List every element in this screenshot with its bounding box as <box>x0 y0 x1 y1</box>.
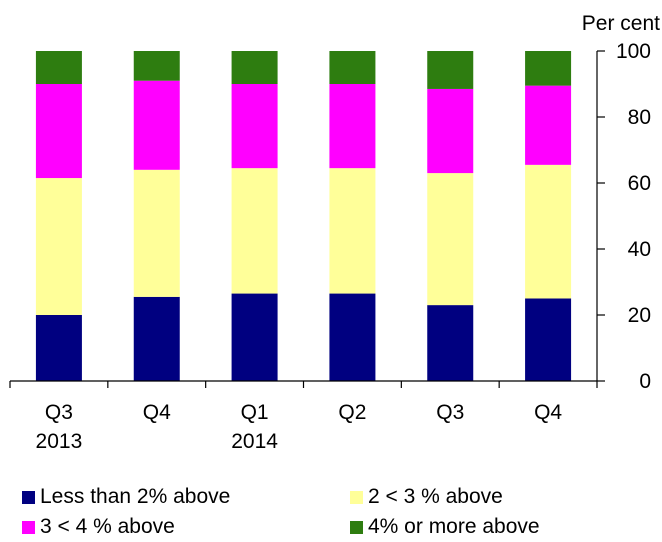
bar-segment-4 <box>329 51 376 84</box>
legend-swatch-3-to-4 <box>22 520 35 534</box>
bar-segment-4 <box>525 51 572 86</box>
y-axis-unit-label: Per cent <box>582 12 660 35</box>
bar-segment-1 <box>133 296 180 381</box>
y-axis: 0 20 40 60 80 100 <box>596 40 651 393</box>
bar-segment-2 <box>231 168 278 294</box>
legend: Less than 2% above 2 < 3 % above 3 < 4 %… <box>22 482 642 542</box>
bar-segment-2 <box>329 168 376 294</box>
bar-segment-4 <box>231 51 278 84</box>
stacked-bar-chart: Q3 2013 Q4 Q1 2014 Q2 Q3 Q4 0 20 40 60 80 100 Per ce… <box>9 12 660 453</box>
x-tick-label: Q3 <box>436 401 464 424</box>
legend-label-less-than-2: Less than 2% above <box>40 485 231 508</box>
x-tick-label: Q4 <box>534 401 562 424</box>
bar-segment-3 <box>133 80 180 170</box>
y-tick-label: 60 <box>628 172 651 195</box>
legend-item-4-or-more: 4% or more above <box>350 515 540 539</box>
legend-label-4-or-more: 4% or more above <box>368 515 540 538</box>
y-tick-label: 40 <box>628 238 651 261</box>
legend-label-2-to-3: 2 < 3 % above <box>368 485 503 508</box>
x-tick-label: Q3 <box>45 401 73 424</box>
bar-segment-1 <box>231 293 278 381</box>
x-tick-label: Q2 <box>338 401 366 424</box>
y-tick-label: 0 <box>639 370 651 393</box>
legend-item-less-than-2: Less than 2% above <box>22 485 350 509</box>
x-tick-label: Q4 <box>143 401 171 424</box>
legend-row: 3 < 4 % above 4% or more above <box>22 512 642 542</box>
bar-segment-1 <box>35 315 82 381</box>
bar-segment-4 <box>35 51 82 84</box>
legend-label-3-to-4: 3 < 4 % above <box>40 515 175 538</box>
legend-item-3-to-4: 3 < 4 % above <box>22 515 350 539</box>
bar-segment-2 <box>427 173 474 306</box>
y-tick-label: 80 <box>628 106 651 129</box>
legend-row: Less than 2% above 2 < 3 % above <box>22 482 642 512</box>
legend-swatch-less-than-2 <box>22 490 35 504</box>
legend-swatch-4-or-more <box>350 520 363 534</box>
legend-item-2-to-3: 2 < 3 % above <box>350 485 503 509</box>
bar-segment-3 <box>525 85 572 165</box>
legend-swatch-2-to-3 <box>350 490 363 504</box>
bar-segment-1 <box>525 298 572 381</box>
bar-segment-2 <box>133 169 180 297</box>
bar-segment-3 <box>329 84 376 169</box>
bar-segment-4 <box>427 51 474 89</box>
bar-segment-3 <box>427 88 474 174</box>
x-tick-label: 2014 <box>231 430 278 453</box>
bar-segment-2 <box>525 164 572 299</box>
bars-group <box>35 51 572 381</box>
y-tick-label: 100 <box>616 40 651 63</box>
bar-segment-1 <box>329 293 376 381</box>
bar-segment-3 <box>231 84 278 169</box>
x-tick-label: Q1 <box>241 401 269 424</box>
y-tick-label: 20 <box>628 304 651 327</box>
bar-segment-1 <box>427 305 474 381</box>
x-axis: Q3 2013 Q4 Q1 2014 Q2 Q3 Q4 <box>9 380 598 453</box>
x-tick-label: 2013 <box>36 430 83 453</box>
bar-segment-4 <box>133 51 180 81</box>
bar-segment-3 <box>35 84 82 179</box>
bar-segment-2 <box>35 178 82 315</box>
